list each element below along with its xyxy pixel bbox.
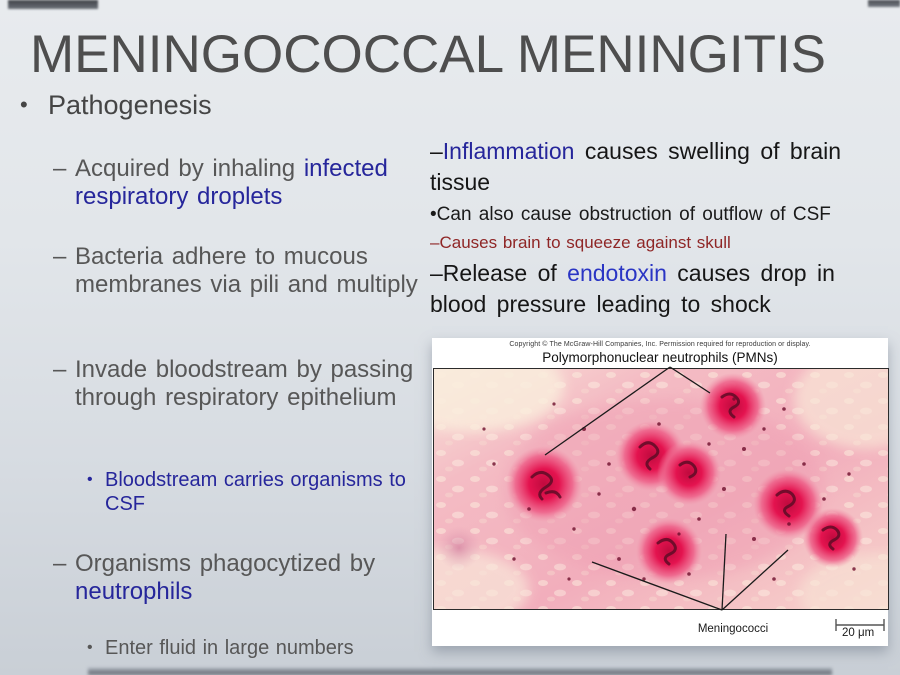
bullet-icon: • <box>87 471 93 488</box>
right-item-obstruction: •Can also cause obstruction of outflow o… <box>430 203 892 227</box>
right-item-highlight: endotoxin <box>567 260 667 286</box>
right-item-text: Release of <box>442 260 568 286</box>
list-item-highlight: neutrophils <box>75 578 193 605</box>
right-item-highlight: Inflammation <box>442 138 575 164</box>
list-item-highlight: infected respiratory droplets <box>75 155 388 210</box>
screen-artifact-top-left <box>8 0 98 9</box>
scale-bar-label: 20 μm <box>842 627 875 639</box>
dash-bullet-icon: – <box>430 260 443 286</box>
sub-item-enter-fluid: • Enter fluid in large numbers <box>87 636 435 660</box>
list-item-adhere: – Bacteria adhere to mucous membranes via… <box>53 243 425 299</box>
right-item-text: Can also cause obstruction of outflow of… <box>436 204 831 225</box>
list-item-text: Acquired by inhaling <box>75 155 304 182</box>
dash-bullet-icon: – <box>53 356 67 383</box>
list-item-acquired: – Acquired by inhaling infected respirato… <box>53 155 425 211</box>
bullet-icon: • <box>20 92 28 117</box>
right-item-text: causes drop in blood pressure leading to… <box>430 260 835 317</box>
slide-title: MENINGOCOCCAL MENINGITIS <box>30 25 827 84</box>
histology-image <box>369 342 900 634</box>
bullet-icon: • <box>87 639 93 656</box>
dash-bullet-icon: – <box>53 550 67 577</box>
micrograph-figure: Copyright © The McGraw-Hill Companies, I… <box>369 338 900 646</box>
figure-caption: Polymorphonuclear neutrophils (PMNs) <box>542 350 778 365</box>
bullet-icon: • <box>430 204 437 225</box>
sub-item-text: Bloodstream carries organisms to CSF <box>105 469 406 515</box>
histology-art <box>369 342 900 634</box>
sub-item-bloodstream: • Bloodstream carries organisms to CSF <box>87 468 415 516</box>
list-item-text: Invade bloodstream by passing through re… <box>75 356 414 411</box>
meningococci-label: Meningococci <box>697 623 769 635</box>
right-item-text: Causes brain to squeeze against skull <box>439 233 731 252</box>
dash-bullet-icon: – <box>53 155 67 182</box>
right-item-inflammation: –Inflammation causes swelling of brain t… <box>430 136 892 198</box>
dash-bullet-icon: – <box>430 138 443 164</box>
sub-item-text: Enter fluid in large numbers <box>105 637 354 659</box>
right-item-endotoxin: –Release of endotoxin causes drop in blo… <box>430 258 892 320</box>
topic-label: Pathogenesis <box>48 90 212 120</box>
list-item-invade: – Invade bloodstream by passing through r… <box>53 356 425 412</box>
dash-bullet-icon: – <box>430 233 440 252</box>
screen-artifact-bottom <box>88 668 832 675</box>
figure-copyright: Copyright © The McGraw-Hill Companies, I… <box>509 341 811 348</box>
screen-artifact-top-right <box>868 0 900 7</box>
topic-heading: • Pathogenesis <box>20 90 520 121</box>
list-item-text: Organisms phagocytized by <box>75 550 376 577</box>
list-item-phagocytized: – Organisms phagocytized by neutrophils <box>53 550 425 606</box>
right-item-squeeze: –Causes brain to squeeze against skull <box>430 232 892 254</box>
list-item-text: Bacteria adhere to mucous membranes via … <box>75 243 418 298</box>
right-item-text: causes swelling of brain tissue <box>430 138 842 195</box>
dash-bullet-icon: – <box>53 243 67 270</box>
